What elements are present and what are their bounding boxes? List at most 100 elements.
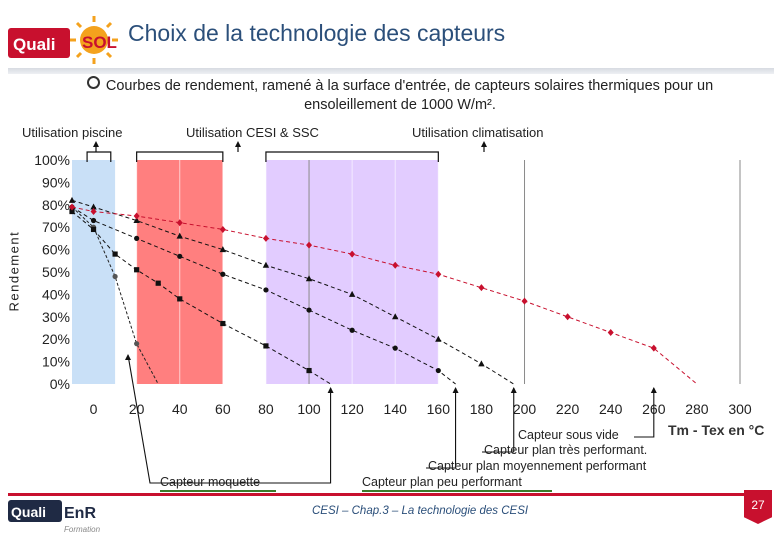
x-axis-label: Tm - Tex en °C [668,422,765,438]
arrow-up-icon [452,387,459,393]
callout-peu: Capteur plan peu performant [362,475,522,489]
point-moyen [349,327,355,333]
bullet-icon [86,76,100,89]
point-vide [90,208,97,216]
callout-tres: Capteur plan très performant. [484,443,648,457]
point-tres [133,216,140,223]
y-tick-label: 50% [42,264,70,280]
title-divider [8,68,774,74]
footer-divider [8,493,744,496]
point-vide [133,212,140,220]
x-tick-label: 80 [258,401,274,417]
y-tick-label: 70% [42,219,70,235]
point-tres [219,246,227,253]
point-vide [392,261,399,269]
x-tick-label: 160 [427,401,451,417]
callout-leader-line [634,388,655,438]
point-tres [435,335,442,342]
point-tres [305,275,313,282]
subtitle: Courbes de rendement, ramené à la surfac… [40,76,760,115]
y-tick-label: 90% [42,174,70,190]
series-line-tres [71,199,514,385]
arrow-up-icon [510,387,517,393]
point-peu [177,296,183,302]
enr-logo-icon: Quali EnR Formation [8,500,101,534]
point-vide [478,284,485,292]
header-logo: Quali SOL [8,10,120,64]
callout-leader-line [482,388,515,453]
x-tick-label: 300 [728,401,752,417]
page-number-badge: 27 [744,490,772,524]
point-peu [90,226,97,233]
point-moyen [220,271,226,277]
y-tick-label: 0% [50,376,70,392]
point-vide [521,297,528,305]
usage-bracket [265,151,439,162]
point-tres [68,196,76,203]
series-line-vide [71,206,698,385]
point-vide [650,344,657,352]
point-vide [349,250,356,258]
point-vide [607,328,614,336]
x-tick-label: 240 [599,401,623,417]
point-moquette [112,273,118,280]
y-tick-label: 60% [42,242,70,258]
point-moyen [134,235,140,241]
point-vide [219,225,226,233]
x-tick-label: 200 [513,401,537,417]
y-tick-label: 20% [42,331,70,347]
point-vide [306,241,313,249]
x-tick-label: 0 [90,401,98,417]
callout-leader-line [158,388,332,484]
footer-caption: CESI – Chap.3 – La technologie des CESI [312,505,529,517]
point-peu [155,280,161,286]
x-tick-label: 140 [384,401,408,417]
series-line-peu [71,211,331,385]
point-peu [306,367,312,374]
point-peu [220,320,226,327]
band-piscine [72,160,116,384]
point-peu [263,343,269,349]
point-tres [392,313,399,320]
point-moyen [435,367,441,374]
footer-logo: Quali EnR Formation [8,488,108,536]
x-tick-label: 280 [685,401,709,417]
point-vide [176,219,183,227]
x-tick-label: 40 [172,401,188,417]
point-vide [564,313,571,321]
point-peu [134,267,140,273]
x-tick-label: 100 [297,401,321,417]
svg-text:EnR: EnR [64,505,96,522]
point-tres [262,261,270,268]
point-moyen [177,253,183,259]
point-vide [69,203,75,211]
point-moyen [392,345,398,351]
page-title: Choix de la technologie des capteurs [128,20,506,46]
x-tick-label: 120 [340,401,364,417]
point-vide [435,270,442,278]
point-vide [262,234,269,242]
callout-moquette: Capteur moquette [160,475,261,489]
y-tick-label: 10% [42,354,70,370]
x-tick-label: 60 [215,401,231,417]
usage-bracket [86,151,112,162]
point-moquette [134,341,140,347]
usage-bracket [136,151,224,162]
callout-moyen: Capteur plan moyennement performant [428,459,647,473]
footer-logo-sub: Formation [64,525,101,534]
logo-text-quali: Quali [13,35,56,54]
arrow-up-icon [650,387,657,393]
subtitle-text: Courbes de rendement, ramené à la surfac… [105,78,714,113]
point-tres [90,203,97,210]
point-peu [112,251,118,257]
callout-vide: Capteur sous vide [518,428,619,442]
x-tick-label: 180 [470,401,494,417]
logo-text-sol: SOL [82,33,117,52]
y-tick-label: 40% [42,286,70,302]
sun-logo-icon: Quali SOL [8,16,118,64]
callout-leader-line [426,388,457,469]
x-tick-label: 220 [556,401,580,417]
arrow-up-icon [481,141,487,147]
point-tres [348,290,356,297]
